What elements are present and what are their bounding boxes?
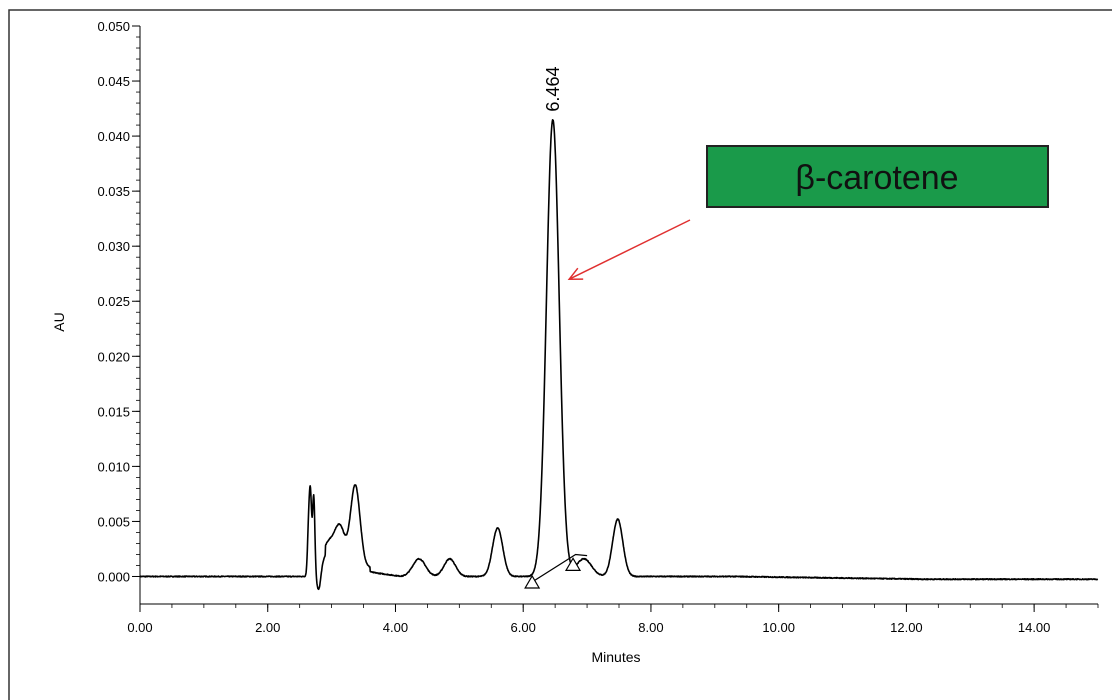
x-tick-label: 2.00 bbox=[255, 620, 280, 635]
integration-marker bbox=[524, 574, 541, 589]
y-tick-label: 0.040 bbox=[97, 129, 130, 144]
annotation-group: β-carotene bbox=[567, 145, 1049, 280]
integration-marker bbox=[564, 557, 582, 571]
annotation-label: β-carotene bbox=[795, 159, 958, 197]
y-axis: 0.000 0.005 0.010 0.015 0.020 0.025 0.030 0.035… bbox=[97, 19, 141, 604]
y-tick-label: 0.030 bbox=[97, 239, 130, 254]
y-tick-label: 0.025 bbox=[97, 294, 130, 309]
x-tick-label: 12.00 bbox=[890, 620, 923, 635]
y-tick-label: 0.010 bbox=[97, 459, 130, 474]
annotation-arrow bbox=[568, 219, 691, 280]
x-tick-label: 6.00 bbox=[511, 620, 536, 635]
x-tick-label: 14.00 bbox=[1018, 620, 1051, 635]
y-tick-label: 0.045 bbox=[97, 74, 130, 89]
annotation-box bbox=[706, 145, 1049, 208]
peak-retention-label: 6.464 bbox=[543, 67, 563, 112]
y-tick-label: 0.020 bbox=[97, 349, 130, 364]
x-tick-label: 8.00 bbox=[638, 620, 663, 635]
chromatogram-trace bbox=[139, 119, 1099, 591]
integration-baseline bbox=[531, 553, 588, 583]
x-tick-label: 10.00 bbox=[762, 620, 795, 635]
y-tick-label: 0.035 bbox=[97, 184, 130, 199]
plot-area bbox=[139, 119, 1099, 591]
x-axis-label: Minutes bbox=[591, 649, 640, 665]
y-tick-label: 0.005 bbox=[97, 514, 130, 529]
y-tick-label: 0.050 bbox=[97, 19, 130, 34]
y-tick-label: 0.015 bbox=[97, 404, 130, 419]
y-tick-label: 0.000 bbox=[97, 569, 130, 584]
annotation-arrow-head bbox=[567, 267, 584, 280]
x-tick-label: 4.00 bbox=[383, 620, 408, 635]
y-axis-label: AU bbox=[51, 312, 67, 331]
x-axis: 0.00 2.00 4.00 6.00 8.00 10.00 12.00 14.00 bbox=[127, 603, 1099, 635]
x-tick-label: 0.00 bbox=[127, 620, 152, 635]
